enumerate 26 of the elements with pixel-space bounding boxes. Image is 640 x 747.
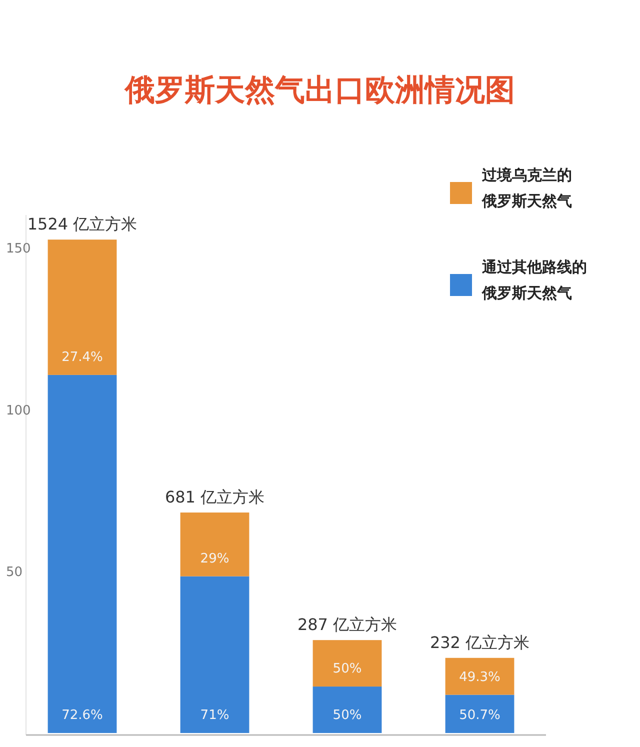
annotation: 287 亿立方米 <box>297 615 398 634</box>
bar <box>48 240 117 375</box>
bar <box>445 658 514 695</box>
bar <box>48 374 117 733</box>
annotation: 50% <box>332 708 362 723</box>
annotation: 71% <box>200 708 230 723</box>
annotation: 681 亿立方米 <box>164 488 265 507</box>
bar <box>445 694 514 733</box>
annotation: 232 亿立方米 <box>430 632 530 652</box>
bar <box>180 576 250 733</box>
annotation: 50.7% <box>459 708 500 723</box>
annotation: 29% <box>200 551 230 566</box>
annotation: 1524 亿立方米 <box>27 214 138 234</box>
legend-label: 通过其他路线的俄罗斯天然气 <box>481 258 587 302</box>
chart-title: 俄罗斯天然气出口欧洲情况图 <box>124 73 515 108</box>
bar <box>180 512 250 576</box>
legend-label: 过境乌克兰的俄罗斯天然气 <box>481 166 572 210</box>
annotation: 27.4% <box>62 350 103 365</box>
bar <box>312 686 382 733</box>
y-tick-label: 50 <box>6 565 23 580</box>
y-tick-label: 100 <box>6 403 31 418</box>
annotation: 50% <box>332 662 362 677</box>
bar <box>312 640 382 687</box>
y-tick-label: 150 <box>6 241 31 256</box>
annotation: 49.3% <box>459 670 500 685</box>
annotation: 72.6% <box>62 708 103 723</box>
